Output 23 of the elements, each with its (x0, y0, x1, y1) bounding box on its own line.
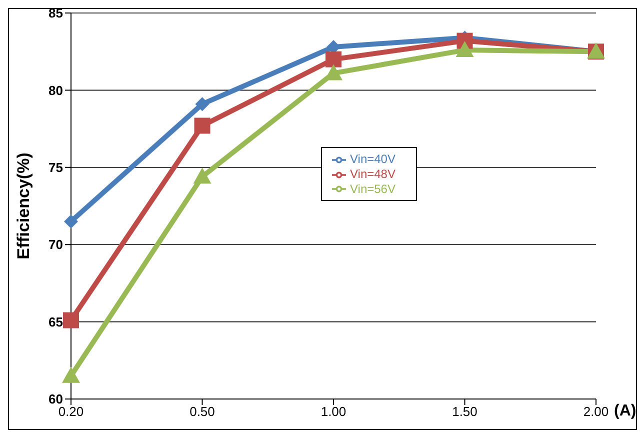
x-tick-label: 0.50 (190, 404, 215, 420)
point (193, 168, 212, 184)
y-tick-label: 60 (48, 392, 63, 407)
point (326, 51, 342, 68)
x-tick-label: 1.00 (320, 404, 346, 420)
legend-label: Vin=48V (350, 166, 396, 181)
point (62, 366, 80, 383)
point (456, 41, 474, 58)
point (195, 97, 210, 112)
point (63, 312, 79, 328)
point (64, 214, 78, 228)
y-tick-label: 70 (48, 237, 63, 252)
y-tick-label: 75 (48, 160, 63, 176)
y-axis-title: Efficiency(%) (14, 152, 34, 260)
x-tick-label: 1.50 (452, 404, 478, 420)
x-axis-title: (A) (614, 402, 636, 420)
x-tick-label: 0.20 (58, 404, 84, 420)
point (194, 118, 210, 134)
legend-label: Vin=56V (350, 182, 396, 196)
legend-label: Vin=40V (350, 152, 396, 166)
x-tick-label: 2.00 (583, 404, 609, 420)
y-tick-label: 80 (48, 82, 63, 98)
y-tick-label: 65 (48, 314, 63, 330)
